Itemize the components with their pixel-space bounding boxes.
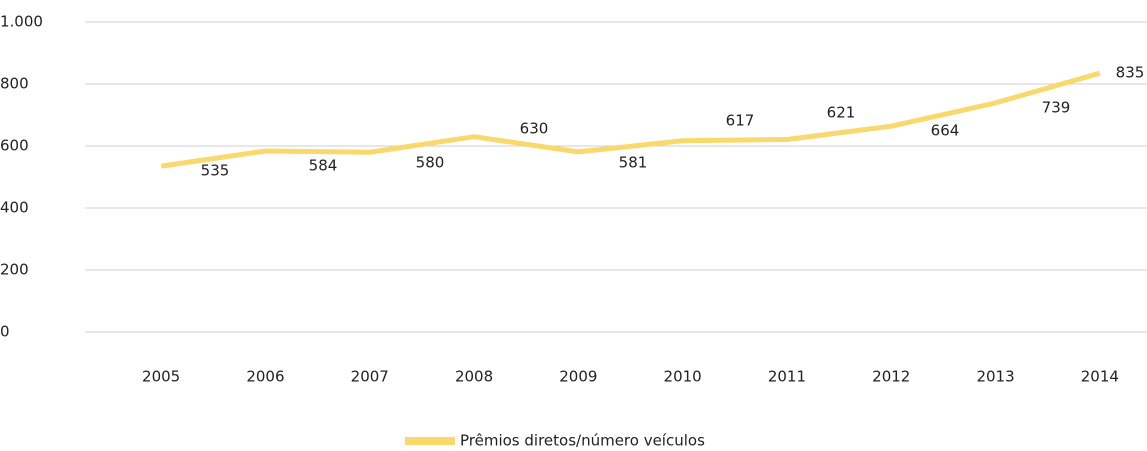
- data-label: 630: [520, 120, 549, 138]
- legend-swatch: [405, 437, 455, 445]
- x-tick-label: 2005: [142, 368, 180, 386]
- data-label: 835: [1116, 64, 1145, 82]
- data-label: 739: [1042, 99, 1071, 117]
- x-tick-label: 2012: [872, 368, 910, 386]
- x-tick-label: 2009: [559, 368, 597, 386]
- x-tick-label: 2011: [768, 368, 806, 386]
- data-label: 617: [726, 112, 755, 130]
- y-tick-label: 800: [0, 75, 29, 93]
- x-tick-label: 2006: [246, 368, 284, 386]
- x-tick-label: 2013: [976, 368, 1014, 386]
- x-tick-label: 2007: [351, 368, 389, 386]
- data-label: 580: [416, 154, 445, 172]
- data-label: 535: [201, 162, 230, 180]
- data-label: 584: [309, 157, 338, 175]
- x-tick-label: 2010: [664, 368, 702, 386]
- y-tick-label: 400: [0, 199, 29, 217]
- y-tick-label: 0: [0, 323, 10, 341]
- y-tick-label: 200: [0, 261, 29, 279]
- data-label: 621: [827, 104, 856, 122]
- y-tick-label: 600: [0, 137, 29, 155]
- data-label: 581: [619, 154, 648, 172]
- y-tick-label: 1.000: [0, 13, 43, 31]
- legend-label: Prêmios diretos/número veículos: [460, 432, 705, 450]
- x-tick-label: 2008: [455, 368, 493, 386]
- series-line: [160, 70, 1101, 169]
- data-label: 664: [931, 122, 960, 140]
- x-tick-label: 2014: [1081, 368, 1119, 386]
